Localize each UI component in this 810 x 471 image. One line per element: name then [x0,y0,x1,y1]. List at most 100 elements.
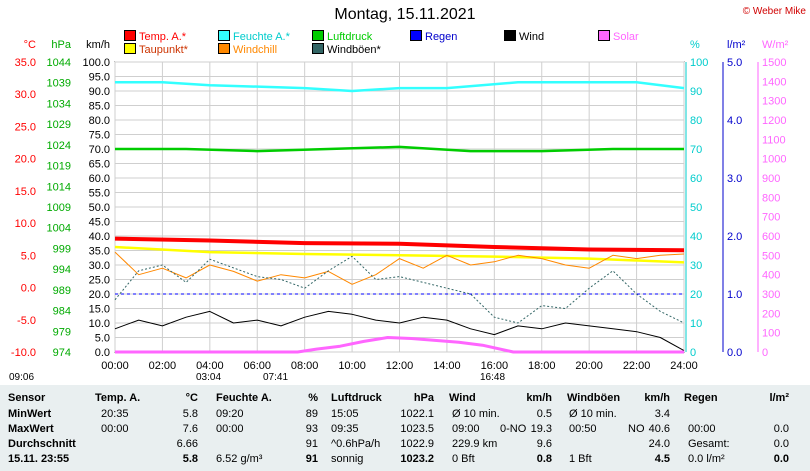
x-tick-label: 20:00 [575,360,603,372]
legend-item: Regen [410,30,457,43]
table-cell: 91 [305,453,318,465]
table-cell: 0-NO [500,423,527,435]
table-header: hPa [413,392,434,404]
wind-axis-tick: 65.0 [89,159,110,171]
x-tick-label: 08:00 [291,360,319,372]
rain-axis-tick: 3.0 [727,173,742,185]
moonrise-marker-label: 03:04 [196,372,222,383]
table-cell: 00:00 [101,423,129,435]
sunrise-time-label: 07:41 [263,372,289,383]
solar-axis-tick: 700 [762,212,780,224]
table-cell: 4.5 [654,453,670,465]
wind-axis-tick-unit: km/h [86,39,110,51]
legend-swatch [598,30,610,41]
chart-title: Montag, 15.11.2021 [334,6,476,23]
table-cell: 9.6 [536,438,552,450]
temp-axis-tick: 15.0 [15,186,36,198]
table-header: Temp. A. [95,392,141,404]
x-tick-label: 14:00 [433,360,461,372]
wind-axis-tick: 5.0 [95,333,110,345]
solar-axis-tick: 900 [762,173,780,185]
humidity-axis-tick: 60 [690,173,702,185]
solar-axis-tick: 800 [762,192,780,204]
wind-axis-tick: 95.0 [89,72,110,84]
pressure-axis-tick: 1009 [47,202,71,214]
table-cell: 0.5 [536,408,552,420]
legend-label: Luftdruck [327,31,373,43]
table-cell: 6.66 [176,438,198,450]
legend-item: Feuchte A.* [218,30,290,43]
solar-axis-tick: 1200 [762,115,786,127]
temp-axis-tick: 0.0 [21,283,36,295]
rain-axis-tick: 2.0 [727,231,742,243]
pressure-axis-tick: 1044 [47,57,71,69]
solar-axis-tick: 300 [762,289,780,301]
temp-axis-tick: 30.0 [15,89,36,101]
wind-axis-tick: 30.0 [89,260,110,272]
table-cell: 0.0 [773,423,789,435]
humidity-axis-tick: 20 [690,289,702,301]
solar-axis-tick: 200 [762,308,780,320]
solar-axis-tick: 1400 [762,76,786,88]
humidity-axis-tick: 50 [690,202,702,214]
wind-axis-tick: 20.0 [89,289,110,301]
table-cell: 1022.1 [400,408,434,420]
solar-axis-tick: 1100 [762,134,786,146]
table-row-label: 15.11. 23:55 [8,453,70,465]
x-tick-label: 02:00 [149,360,177,372]
humidity-axis-tick: 0 [690,347,696,359]
wind-axis-tick: 45.0 [89,217,110,229]
pressure-axis-tick: 1029 [47,119,71,131]
pressure-axis-tick: 1024 [47,140,71,152]
pressure-axis-tick: 984 [53,306,71,318]
table-header: km/h [526,392,552,404]
table-cell: 1023.2 [400,453,434,465]
legend-swatch [312,30,324,41]
legend-item: Windböen* [312,43,381,56]
x-tick-label: 04:00 [196,360,224,372]
temp-axis-tick-unit: °C [24,39,36,51]
table-cell: NO [628,423,645,435]
table-cell: 6.52 g/m³ [216,453,263,465]
table-cell: 15:05 [331,408,359,420]
x-tick-label: 00:00 [101,360,129,372]
wind-axis-tick: 10.0 [89,318,110,330]
rain-axis-tick: 0.0 [727,347,742,359]
humidity-axis-tick: 70 [690,144,702,156]
table-cell: 229.9 km [452,438,498,450]
temp-axis-tick: 10.0 [15,218,36,230]
wind-axis-tick: 40.0 [89,231,110,243]
table-row-label: MinWert [8,408,52,420]
solar-axis-tick-unit: W/m² [762,39,789,51]
table-cell: 09:20 [216,408,244,420]
solar-axis-tick: 0 [762,347,768,359]
legend-label: Feuchte A.* [233,31,290,43]
grid-lines [114,61,685,353]
rain-axis-tick: 5.0 [727,57,742,69]
wind-axis-tick: 55.0 [89,188,110,200]
table-cell: 93 [305,423,318,435]
table-row-label: MaxWert [8,423,54,435]
wind-axis-tick: 35.0 [89,246,110,258]
weather-chart: 00:00 02:00 04:00 06:00 08:00 10:00 12:00 14:00… [11,39,789,372]
pressure-axis-tick: 974 [53,347,71,359]
humidity-axis-tick: 30 [690,260,702,272]
series-line [114,245,685,264]
table-cell: 09:00 [452,423,480,435]
table-cell: Ø 10 min. [452,408,500,420]
pressure-axis-tick: 1014 [47,181,71,193]
data-series [114,81,685,354]
solar-axis-tick: 600 [762,231,780,243]
pressure-axis-tick: 989 [53,285,71,297]
legend-swatch [312,43,324,54]
table-cell: sonnig [331,453,364,465]
solar-axis-tick: 1300 [762,96,786,108]
copyright-label: © Weber Mike [742,6,806,17]
table-header: Sensor [8,392,46,404]
x-tick-label: 16:00 [481,360,509,372]
table-cell: 00:00 [688,423,716,435]
solar-axis-tick: 100 [762,328,780,340]
humidity-axis-tick: 10 [690,318,702,330]
humidity-axis-tick: 40 [690,231,702,243]
series-line [114,255,685,324]
